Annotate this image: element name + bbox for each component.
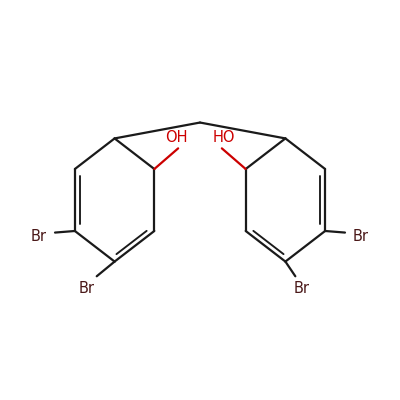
Text: Br: Br bbox=[293, 281, 309, 296]
Text: OH: OH bbox=[165, 130, 188, 145]
Text: Br: Br bbox=[79, 281, 95, 296]
Text: Br: Br bbox=[31, 229, 47, 244]
Text: HO: HO bbox=[212, 130, 235, 145]
Text: Br: Br bbox=[353, 229, 369, 244]
